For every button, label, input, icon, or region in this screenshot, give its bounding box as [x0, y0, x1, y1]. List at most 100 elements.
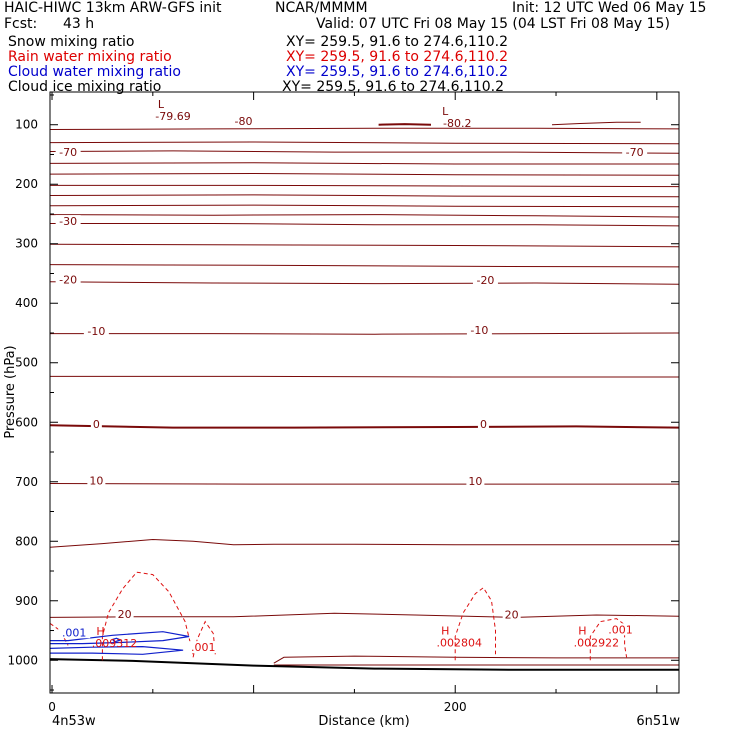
cloud-contour-label: .001 [62, 626, 87, 639]
x-axis: 0 200 [48, 92, 658, 714]
isotherm-line [273, 655, 679, 664]
x-axis-title: Distance (km) [318, 714, 409, 729]
x-tick-label: 200 [444, 700, 467, 714]
isotherm-label: -10 [470, 324, 488, 337]
isotherm-label: -80 [235, 115, 253, 128]
model-title: HAIC-HIWC 13km ARW-GFS init [4, 0, 222, 16]
y-tick-label: 600 [15, 415, 38, 429]
extremum-value: -79.69 [155, 110, 190, 123]
end-point-label: 6n51w [636, 714, 680, 729]
field-cloud-ice-xy: XY= 259.5, 91.6 to 274.6,110.2 [282, 79, 505, 95]
y-tick-label: 200 [15, 177, 38, 191]
isotherm-label-bg [466, 323, 492, 336]
zero-isotherm-line [49, 424, 680, 429]
rain-contour [192, 620, 216, 658]
rain-contour-label-bg [604, 623, 637, 636]
isotherm-label: 20 [505, 608, 519, 621]
isotherm-label-bg [115, 607, 134, 620]
y-tick-label: 100 [15, 118, 38, 132]
isotherm-line [50, 184, 680, 188]
isotherm-line [50, 223, 680, 227]
isotherm-label-bg [83, 325, 109, 338]
isotherm-line [49, 204, 680, 208]
isotherm-line [49, 612, 680, 618]
y-axis-title: Pressure (hPa) [3, 345, 18, 438]
y-tick-label: 800 [15, 534, 38, 548]
isotherm-line [49, 281, 680, 285]
rain-contour-label-bg [187, 641, 220, 654]
isotherm-label: 0 [480, 418, 487, 431]
isotherm-line [49, 141, 680, 145]
y-tick-label: 700 [15, 475, 38, 489]
field-cloud-water-xy: XY= 259.5, 91.6 to 274.6,110.2 [286, 64, 509, 80]
isotherm-label: -10 [87, 325, 105, 338]
center-name: NCAR/MMMM [275, 0, 368, 16]
isotherm-line [49, 243, 680, 248]
cloud-water-contour [49, 645, 184, 655]
cloud-water-contour [112, 637, 123, 643]
rain-contour [101, 571, 194, 661]
isotherm-label-bg [472, 274, 498, 287]
y-tick-label: 500 [15, 356, 38, 370]
isotherm-label-bg [466, 475, 485, 488]
minus80-contour [551, 121, 641, 126]
start-point-label: 4n53w [52, 714, 96, 729]
isotherm-label-bg [622, 146, 648, 159]
cloud-water-contour [50, 631, 190, 645]
isotherm-line [50, 375, 679, 378]
extremum-value: -80.2 [443, 117, 471, 130]
isotherm-label: -20 [476, 274, 494, 287]
field-cloud-ice-name: Cloud ice mixing ratio [8, 79, 162, 95]
cloud-contour-label-bg [58, 626, 91, 639]
extremum-value: .009312 [92, 637, 138, 650]
isotherm-label-bg [87, 474, 106, 487]
field-snow-name: Snow mixing ratio [8, 34, 135, 50]
isotherm-label-bg [477, 418, 489, 431]
isotherm-line [49, 194, 680, 198]
extremum-value: .002922 [574, 637, 620, 650]
y-tick-label: 400 [15, 296, 38, 310]
y-tick-label: 1000 [7, 653, 38, 667]
isotherm-line [49, 538, 679, 548]
isotherm-label-bg [90, 418, 102, 431]
forecast-label: Fcst: [4, 16, 38, 32]
isotherm-label-bg [55, 215, 81, 228]
isotherm-label-bg [502, 608, 521, 621]
isotherm-label: -70 [59, 146, 77, 159]
extremum-marker: H [578, 625, 586, 638]
field-cloud-water-name: Cloud water mixing ratio [8, 64, 181, 80]
valid-time: Valid: 07 UTC Fri 08 May 15 (04 LST Fri … [316, 16, 670, 32]
isotherm-label: -20 [59, 273, 77, 286]
isotherm-label: -70 [626, 146, 644, 159]
isotherm-line [49, 172, 680, 176]
isotherm-line [49, 150, 680, 154]
y-tick-label: 300 [15, 237, 38, 251]
extremum-marker: H [441, 625, 449, 638]
rain-contour [589, 618, 628, 661]
field-rain-name: Rain water mixing ratio [8, 49, 172, 65]
forecast-hour: 43 h [63, 16, 95, 32]
isotherm-line [49, 483, 679, 485]
isotherm-label: 0 [93, 418, 100, 431]
isotherm-line [49, 264, 680, 268]
isotherm-label: 10 [89, 475, 103, 488]
isotherm-line [49, 214, 680, 218]
rain-contour-label: .001 [191, 641, 216, 654]
extremum-marker: H [96, 625, 104, 638]
isotherm-label-bg [55, 273, 81, 286]
minus80-contour [378, 123, 432, 126]
rain-contour [454, 586, 496, 661]
rain-contour-label: .001 [608, 623, 633, 636]
terrain-line [49, 658, 679, 671]
field-rain-xy: XY= 259.5, 91.6 to 274.6,110.2 [286, 49, 509, 65]
field-snow-xy: XY= 259.5, 91.6 to 274.6,110.2 [286, 34, 509, 50]
isotherm-line [49, 127, 680, 130]
x-tick-label: 0 [48, 700, 56, 714]
extremum-marker: L [442, 105, 449, 118]
isotherm-line [50, 332, 680, 335]
y-tick-label: 900 [15, 594, 38, 608]
plot-frame [49, 91, 680, 694]
